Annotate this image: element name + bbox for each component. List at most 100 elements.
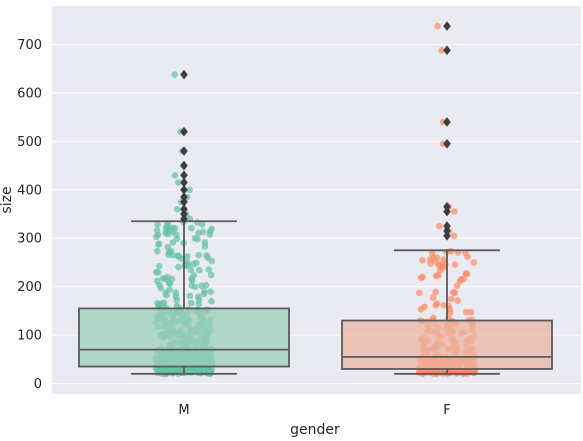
strip-point — [163, 227, 171, 235]
strip-point — [201, 243, 209, 250]
strip-point — [432, 272, 440, 280]
strip-point — [169, 239, 177, 246]
strip-point — [186, 292, 194, 300]
y-tick-label: 300 — [17, 232, 42, 247]
box-body — [78, 307, 290, 368]
outlier-marker — [443, 138, 451, 149]
strip-point — [440, 256, 448, 263]
strip-point — [190, 272, 198, 279]
strip-point — [421, 303, 428, 311]
box-F — [341, 21, 553, 375]
strip-point — [462, 308, 470, 316]
strip-point — [187, 266, 195, 274]
strip-point — [207, 288, 214, 296]
strip-point — [155, 262, 163, 270]
outlier-marker — [443, 117, 451, 127]
strip-point — [155, 240, 163, 248]
strip-point — [432, 302, 440, 309]
strip-point — [450, 232, 458, 240]
strip-point — [205, 266, 213, 273]
outlier-marker — [180, 197, 188, 207]
strip-point — [157, 284, 164, 292]
strip-point — [207, 228, 214, 235]
y-tick-labels: 0 100 200 300 400 500 600 700 — [17, 38, 42, 392]
strip-point — [207, 271, 215, 279]
strip-point — [190, 260, 197, 268]
strip-point — [175, 263, 182, 271]
y-tick-label: 0 — [34, 377, 42, 392]
outlier-marker — [180, 160, 188, 171]
strip-point — [438, 47, 445, 54]
strip-point — [454, 297, 462, 305]
strip-point — [183, 258, 191, 266]
strip-point — [194, 235, 201, 243]
outlier-marker — [180, 209, 188, 219]
outlier-marker — [180, 214, 188, 224]
strip-point — [440, 302, 447, 309]
strip-point — [208, 257, 216, 265]
strip-point — [162, 289, 169, 296]
outlier-marker — [443, 206, 451, 217]
strip-point — [175, 179, 182, 186]
strip-point — [199, 228, 207, 236]
y-tick-label: 400 — [17, 183, 42, 198]
outlier-marker — [443, 221, 451, 231]
strip-point — [157, 367, 165, 375]
outlier-marker — [443, 226, 451, 236]
strip-point — [458, 276, 465, 283]
strip-point — [154, 231, 162, 239]
strip-point — [416, 289, 423, 297]
outlier-marker — [443, 45, 451, 56]
strip-point — [470, 259, 478, 266]
strip-point — [449, 289, 457, 296]
outlier-marker — [443, 230, 451, 241]
outlier-marker — [180, 146, 188, 156]
y-tick-label: 100 — [17, 329, 42, 344]
strip-point — [453, 282, 461, 290]
outlier-marker — [180, 126, 188, 137]
strip-point — [202, 282, 210, 289]
strip-point — [436, 222, 443, 230]
box-M — [78, 69, 290, 375]
strip-point — [166, 280, 174, 287]
outlier-marker — [180, 69, 188, 80]
strip-point — [463, 270, 471, 278]
strip-point — [154, 221, 161, 228]
strip-point — [467, 308, 475, 316]
strip-point — [451, 261, 459, 268]
x-axis-label: gender — [290, 422, 340, 438]
strip-point — [167, 247, 175, 255]
y-tick-label: 500 — [17, 135, 42, 150]
strip-point — [172, 289, 180, 296]
strip-point — [198, 221, 206, 228]
strip-point — [419, 256, 426, 264]
strip-point — [432, 258, 439, 265]
strip-point — [191, 283, 199, 291]
strip-point — [195, 300, 203, 308]
outlier-marker — [180, 184, 188, 195]
outlier-marker — [180, 204, 188, 214]
outlier-marker — [180, 177, 188, 188]
outlier-marker — [443, 201, 451, 212]
strip-point — [208, 298, 215, 305]
strip-point — [188, 224, 195, 232]
strip-point — [195, 266, 203, 274]
strip-point — [154, 247, 161, 255]
x-tick-label: F — [443, 403, 450, 418]
strip-point — [169, 228, 176, 236]
strip-point — [451, 208, 458, 215]
strip-point — [171, 71, 178, 78]
y-tick-label: 200 — [17, 280, 42, 295]
boxes — [78, 21, 553, 375]
y-tick-label: 600 — [17, 86, 42, 101]
strip-point — [200, 290, 208, 298]
strip-point — [448, 295, 455, 303]
box-body — [341, 319, 553, 370]
strip-point — [187, 299, 195, 307]
strip-point — [426, 255, 434, 263]
strip-point — [153, 277, 161, 285]
outlier-marker — [443, 21, 451, 31]
strip-point — [437, 263, 445, 271]
